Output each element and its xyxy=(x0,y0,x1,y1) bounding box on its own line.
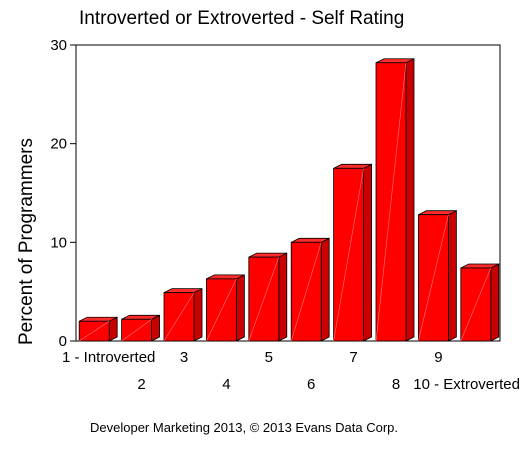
bar-highlight xyxy=(460,267,492,342)
plot-frame xyxy=(75,44,501,342)
bar xyxy=(375,58,415,342)
bar-side xyxy=(193,288,203,342)
y-tick-label: 0 xyxy=(59,333,67,350)
bars xyxy=(78,58,500,342)
x-tick-label: 5 xyxy=(265,349,273,366)
bar-highlight xyxy=(418,214,449,342)
bar xyxy=(205,274,245,342)
bar xyxy=(163,288,203,342)
chart-title: Introverted or Extroverted - Self Rating xyxy=(79,8,404,29)
x-tick-label: 2 xyxy=(137,376,145,393)
x-tick-label: 4 xyxy=(222,376,230,393)
bar-side xyxy=(490,263,500,342)
y-tick-label: 10 xyxy=(50,234,67,251)
y-ticks: 0 10 20 30 xyxy=(50,37,76,350)
bar xyxy=(417,210,457,342)
x-tick-label: 8 xyxy=(392,376,400,393)
bar-side xyxy=(363,163,373,342)
bar xyxy=(333,163,373,342)
bar-side xyxy=(405,58,415,342)
bar-side xyxy=(278,252,288,342)
bar-side xyxy=(151,314,161,342)
y-axis-label: Percent of Programmers xyxy=(16,138,37,345)
bar xyxy=(248,252,288,342)
bar xyxy=(290,237,330,342)
bar-highlight xyxy=(333,168,364,342)
credit-text: Developer Marketing 2013, © 2013 Evans D… xyxy=(90,420,398,435)
bar-highlight xyxy=(375,62,407,342)
bar-highlight xyxy=(163,292,195,342)
x-tick-label: 1 - Introverted xyxy=(62,349,155,366)
x-tick-label: 3 xyxy=(180,349,188,366)
y-tick-label: 30 xyxy=(50,37,67,54)
bar-highlight xyxy=(121,319,152,342)
bar xyxy=(78,316,118,342)
x-tick-label: 7 xyxy=(349,349,357,366)
bar-highlight xyxy=(248,257,280,342)
axes xyxy=(75,44,501,342)
x-tick-label: 9 xyxy=(434,349,442,366)
bar xyxy=(460,263,500,342)
bar-side xyxy=(320,237,330,342)
bar-highlight xyxy=(79,321,110,342)
x-tick-label: 6 xyxy=(307,376,315,393)
bar-highlight xyxy=(206,278,237,342)
bar-side xyxy=(235,274,245,342)
y-tick-label: 20 xyxy=(50,136,67,153)
bar-highlight xyxy=(290,242,322,342)
bar-side xyxy=(447,210,457,342)
x-tick-labels: 1 - Introverted 2 3 4 5 6 7 8 9 10 - Extroverted xyxy=(62,349,520,393)
x-tick-label: 10 - Extroverted xyxy=(413,376,520,393)
bar xyxy=(121,314,161,342)
